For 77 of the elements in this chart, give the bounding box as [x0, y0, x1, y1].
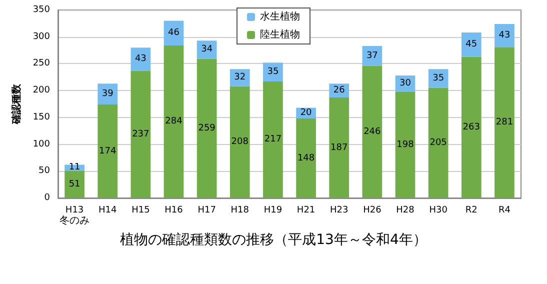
legend-label: 陸生植物 [260, 28, 300, 40]
y-tick-label: 150 [32, 112, 50, 122]
x-tick-label: R2 [465, 206, 478, 216]
data-label: 281 [496, 118, 514, 128]
bar [98, 104, 118, 198]
x-tick-label: H14 [98, 206, 117, 216]
data-label: 217 [264, 134, 282, 145]
x-tick-label: H30 [429, 206, 448, 216]
data-label: 148 [297, 153, 315, 164]
text: 冬のみ [60, 214, 90, 226]
data-label: 51 [68, 179, 80, 190]
bar [263, 62, 283, 82]
data-label: 205 [430, 138, 447, 148]
x-tick-label: H19 [264, 206, 282, 216]
data-label: 45 [466, 40, 478, 50]
bar [98, 84, 118, 105]
bar [230, 69, 250, 86]
y-tick-label: 100 [32, 139, 50, 150]
y-tick-label: 0 [44, 193, 50, 203]
bar [362, 66, 382, 198]
bar [362, 46, 382, 66]
data-label: 37 [366, 50, 378, 61]
x-tick-label: H13 [65, 206, 84, 216]
y-tick-label: 350 [32, 5, 50, 15]
data-label: 246 [364, 126, 382, 137]
x-tick-label: H18 [230, 206, 250, 216]
data-label: 198 [396, 140, 414, 150]
y-tick-label: 50 [38, 166, 50, 176]
data-label: 187 [330, 142, 348, 153]
bar [64, 170, 84, 198]
x-tick-label: H28 [396, 206, 415, 216]
data-label: 20 [300, 108, 312, 118]
x-tick-label: H21 [296, 206, 316, 216]
y-tick-label: 200 [32, 86, 50, 96]
data-label: 43 [134, 54, 146, 64]
x-tick-label: H17 [198, 206, 216, 216]
data-label: 11 [68, 162, 80, 173]
y-axis-title: 確認種数 [10, 83, 22, 125]
bar [329, 98, 350, 198]
text: 植物の確認種類数の推移（平成13年～令和4年） [120, 232, 427, 248]
y-tick-label: 300 [32, 32, 50, 42]
bar [494, 24, 514, 48]
bar [196, 58, 217, 198]
data-label: 30 [400, 78, 412, 89]
data-label: 26 [333, 86, 346, 96]
y-tick-label: 250 [32, 58, 50, 69]
data-label: 263 [462, 122, 480, 132]
bar [395, 92, 416, 198]
bar [461, 32, 482, 57]
data-label: 35 [432, 73, 444, 84]
bar [263, 81, 283, 198]
legend-label: 水生植物 [260, 10, 300, 22]
data-label: 34 [201, 44, 213, 55]
data-label: 284 [165, 116, 183, 127]
data-label: 32 [234, 72, 246, 83]
bar [428, 88, 448, 198]
bar [164, 45, 184, 198]
bar [164, 20, 184, 46]
bar [230, 86, 250, 198]
bar [461, 56, 482, 198]
x-tick-label: H26 [363, 206, 382, 216]
bar [130, 48, 151, 71]
data-label: 259 [198, 123, 216, 134]
x-tick-label: H15 [132, 206, 150, 216]
data-label: 208 [231, 137, 249, 148]
bar [130, 70, 151, 198]
data-label: 46 [168, 28, 180, 38]
data-label: 39 [102, 89, 114, 100]
data-label: 174 [99, 146, 116, 156]
data-label: 35 [267, 67, 279, 78]
x-tick-label: H16 [164, 206, 184, 216]
x-tick-label: H23 [330, 206, 348, 216]
bar [296, 118, 316, 198]
data-label: 237 [132, 129, 150, 140]
bar [494, 47, 514, 198]
data-label: 43 [498, 30, 510, 41]
x-tick-label: R4 [498, 206, 511, 216]
